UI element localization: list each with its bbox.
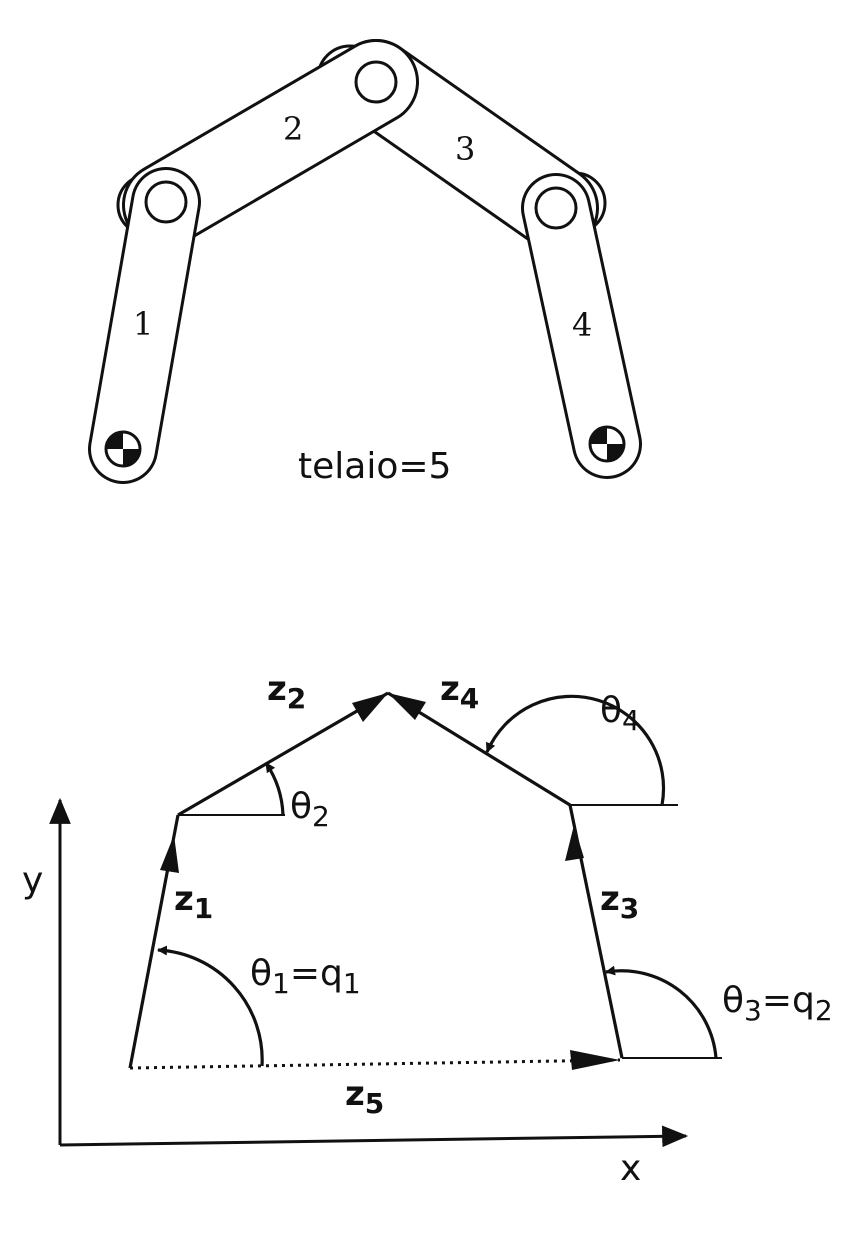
angle-arc-theta3 [605,965,718,1059]
link-label-1: 1 [133,305,153,343]
label-theta1: θ1=q1 [250,953,361,1000]
vector-z5-arrowhead [570,1050,620,1070]
label-z1: z1 [174,879,213,925]
link-label-4: 4 [572,306,592,344]
joint-pin-3-4 [534,186,578,230]
joint-pin-2-3 [354,60,398,104]
joint-pin-1-2 [144,180,188,224]
vector-z2-line [177,691,389,817]
angle-arc-theta2 [264,762,285,816]
vector-z5-line [129,1058,621,1070]
vector-z3-arrowhead [565,825,584,861]
link-4 [524,176,639,476]
label-z3: z3 [600,879,639,925]
ground-pivot-left [104,430,142,468]
label-z4: z4 [440,669,479,715]
link-label-2: 2 [283,110,303,148]
y-axis-label: y [22,860,43,901]
label-theta2: θ2 [290,786,330,833]
link-label-3: 3 [455,130,475,168]
link-2 [125,42,416,245]
mechanism: 1 2 3 4 telaio=5 [88,39,642,487]
x-axis [59,1125,689,1148]
frame-label: telaio=5 [298,446,451,487]
vector-z1-arrowhead [160,835,179,873]
label-theta4: θ4 [600,690,640,737]
label-z5: z5 [345,1074,384,1120]
vector-z2-arrowhead [352,693,388,722]
angle-arc-theta4 [485,694,666,806]
label-z2: z2 [267,669,306,715]
label-theta3: θ3=q2 [722,980,833,1027]
link-1 [91,170,198,481]
angle-arc-theta1 [157,945,264,1067]
ground-pivot-right [588,425,626,463]
vector-z4-arrowhead [388,693,426,720]
vector-loop: y x z2 z4 z1 z3 z5 θ2 θ4 [22,669,833,1189]
x-axis-label: x [620,1148,641,1189]
